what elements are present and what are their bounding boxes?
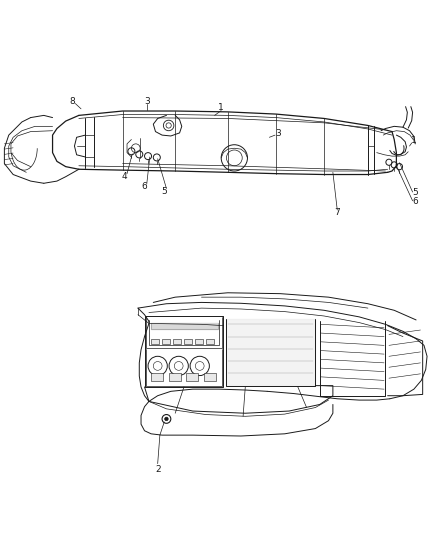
Bar xyxy=(169,374,181,381)
Bar xyxy=(186,374,198,381)
Bar xyxy=(206,339,214,344)
Bar xyxy=(151,339,159,344)
Text: 5: 5 xyxy=(161,187,167,196)
Text: 2: 2 xyxy=(155,465,160,474)
Text: 7: 7 xyxy=(334,208,340,217)
Text: 6: 6 xyxy=(412,197,418,206)
Bar xyxy=(195,339,203,344)
Bar xyxy=(184,339,192,344)
Bar xyxy=(173,339,181,344)
Text: 6: 6 xyxy=(141,182,148,191)
Text: 1: 1 xyxy=(218,103,224,112)
Circle shape xyxy=(165,417,168,421)
Text: 5: 5 xyxy=(412,189,418,197)
Bar xyxy=(151,374,163,381)
Bar xyxy=(162,339,170,344)
Text: 4: 4 xyxy=(121,172,127,181)
Bar xyxy=(204,374,216,381)
Text: 3: 3 xyxy=(144,97,150,106)
Text: 8: 8 xyxy=(69,97,75,106)
Text: 3: 3 xyxy=(275,130,281,138)
Text: 1: 1 xyxy=(411,136,417,146)
